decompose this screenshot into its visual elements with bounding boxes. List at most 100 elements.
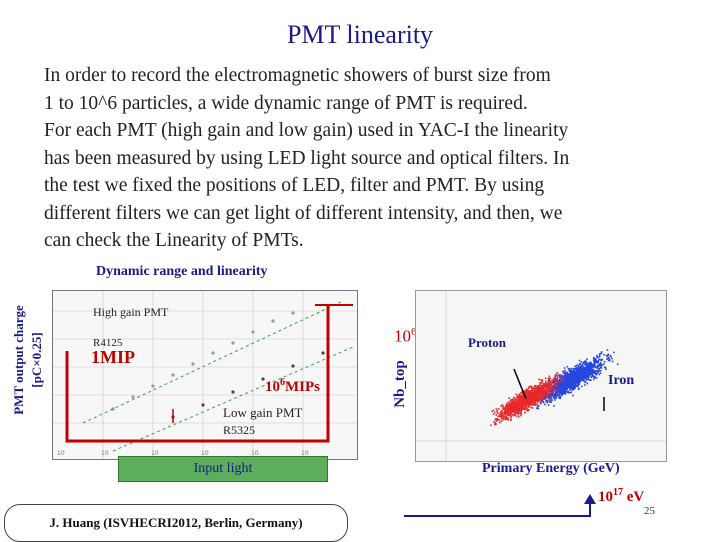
svg-text:10: 10: [201, 450, 209, 457]
scatter-point: [567, 384, 569, 386]
paragraph-line: can check the Linearity of PMTs.: [44, 230, 304, 251]
scatter-point: [559, 375, 562, 378]
scatter-point: [572, 383, 574, 386]
scatter-point: [596, 362, 598, 364]
scatter-point: [532, 388, 534, 391]
scatter-point: [600, 351, 603, 353]
scatter-point: [556, 379, 558, 382]
scatter-point: [578, 374, 580, 376]
scatter-point: [513, 414, 515, 416]
scatter-point: [569, 383, 572, 385]
scatter-point: [523, 400, 525, 402]
scatter-point: [507, 407, 510, 410]
scatter-point: [552, 388, 555, 391]
scatter-point: [565, 380, 568, 382]
scatter-point: [580, 368, 583, 370]
scatter-point: [591, 370, 594, 372]
scatter-point: [562, 379, 564, 381]
scatter-point: [509, 414, 512, 417]
scatter-point: [495, 414, 498, 416]
scatter-point: [594, 358, 597, 360]
scatter-point: [559, 384, 562, 386]
scatter-point: [520, 392, 522, 394]
scatter-point: [611, 360, 614, 363]
scatter-point: [525, 409, 528, 412]
scatter-point: [532, 387, 534, 390]
scatter-point: [579, 365, 582, 367]
scatter-point: [516, 412, 519, 414]
scatter-point: [597, 370, 600, 373]
scatter-point: [545, 395, 547, 398]
scatter-point: [498, 415, 501, 417]
scatter-point: [521, 391, 523, 393]
scatter-point: [578, 378, 580, 381]
scatter-point: [595, 377, 598, 379]
scatter-point: [527, 400, 529, 403]
scatter-point: [580, 370, 583, 372]
scatter-point: [557, 374, 560, 376]
scatter-point: [575, 369, 578, 372]
scatter-point: [564, 373, 566, 375]
scatter-point: [569, 380, 572, 382]
scatter-point: [565, 382, 567, 384]
scatter-point: [536, 400, 539, 402]
scatter-point: [525, 393, 527, 396]
scatter-point: [535, 395, 538, 398]
scatter-point: [567, 386, 569, 388]
scatter-point: [599, 352, 601, 355]
scatter-point: [517, 408, 519, 410]
scatter-point: [563, 367, 566, 369]
right-y-axis-label: Nb_top: [386, 338, 412, 430]
scatter-point: [541, 385, 543, 388]
scatter-point: [558, 380, 561, 382]
scatter-point: [527, 392, 530, 394]
scatter-point: [568, 382, 570, 384]
scatter-point: [560, 387, 562, 390]
scatter-point: [525, 395, 528, 398]
scatter-point: [507, 401, 509, 404]
scatter-point: [550, 388, 553, 391]
scatter-point: [588, 374, 590, 376]
scatter-point: [581, 374, 583, 376]
scatter-point: [518, 394, 520, 396]
scatter-point: [565, 383, 568, 386]
scatter-point: [578, 372, 580, 374]
scatter-point: [505, 407, 507, 410]
scatter-point: [589, 371, 591, 373]
scatter-point: [514, 401, 516, 404]
scatter-point: [592, 375, 595, 377]
scatter-point: [537, 393, 539, 396]
scatter-point: [574, 373, 576, 376]
scatter-point: [566, 375, 568, 377]
scatter-point: [559, 390, 561, 392]
scatter-point: [588, 372, 590, 375]
scatter-point: [533, 396, 535, 399]
scatter-point: [551, 393, 553, 396]
scatter-point: [577, 381, 580, 383]
scatter-point: [544, 403, 546, 406]
scatter-point: [510, 399, 513, 401]
scatter-point: [556, 391, 559, 394]
scatter-point: [555, 390, 558, 393]
scatter-point: [564, 393, 567, 395]
scatter-point: [562, 390, 564, 393]
tick-labels: 10 10 10 10 10 10: [57, 450, 309, 457]
scatter-point: [502, 408, 505, 410]
scatter-point: [568, 373, 571, 375]
slide-title: PMT linearity: [286, 20, 434, 49]
scatter-point: [546, 401, 549, 404]
scatter-point: [551, 386, 553, 389]
scatter-point: [589, 373, 592, 376]
scatter-point: [561, 383, 563, 386]
scatter-point: [511, 400, 514, 402]
scatter-point: [509, 410, 511, 412]
scatter-point: [571, 381, 573, 383]
scatter-point: [530, 392, 533, 395]
scatter-point: [584, 371, 586, 374]
scatter-point: [573, 385, 576, 387]
scatter-point: [512, 405, 514, 407]
scatter-point: [597, 359, 600, 362]
scatter-point: [506, 408, 509, 410]
scatter-point: [589, 379, 591, 381]
scatter-point: [547, 399, 549, 402]
